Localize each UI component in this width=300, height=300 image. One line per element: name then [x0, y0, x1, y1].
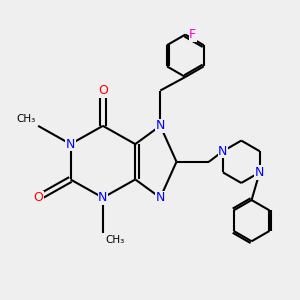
Text: N: N: [156, 119, 165, 132]
Text: N: N: [156, 191, 165, 204]
Text: N: N: [218, 145, 228, 158]
Text: CH₃: CH₃: [105, 236, 124, 245]
Text: CH₃: CH₃: [16, 113, 36, 124]
Text: O: O: [33, 191, 43, 204]
Text: F: F: [189, 28, 196, 41]
Text: N: N: [98, 191, 108, 204]
Text: N: N: [66, 138, 75, 151]
Text: N: N: [255, 166, 264, 179]
Text: O: O: [98, 84, 108, 97]
